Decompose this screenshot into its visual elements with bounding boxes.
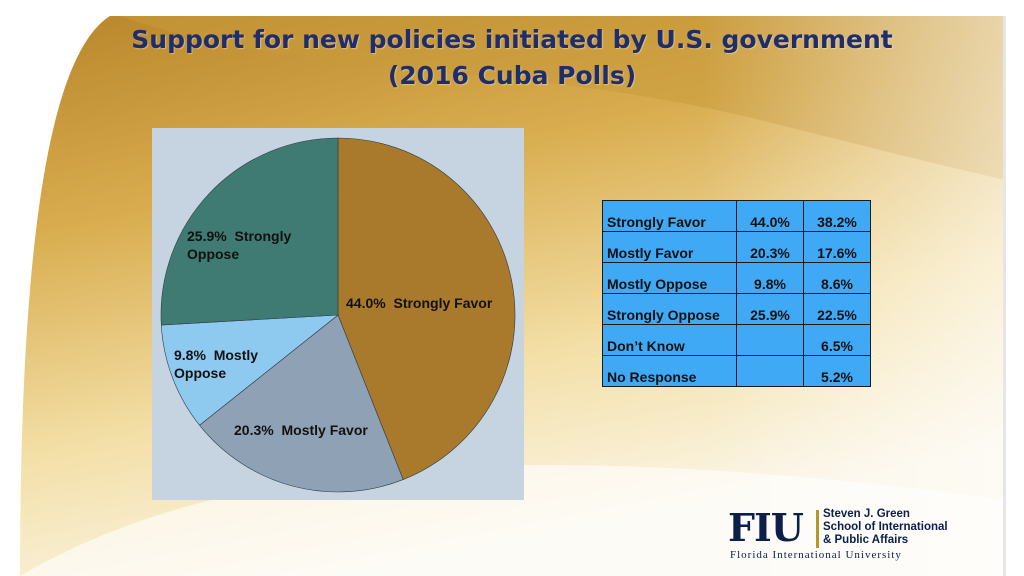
logo-mark: FIU	[728, 505, 804, 550]
row-value-1: 25.9%	[736, 293, 804, 325]
row-value-1: 9.8%	[736, 262, 804, 294]
table-row: Strongly Favor 44.0% 38.2%	[602, 200, 871, 232]
row-value-1	[736, 324, 804, 356]
pie-label-strongly-favor: 44.0% Strongly Favor	[346, 295, 493, 311]
pie-label-mostly-oppose: 9.8% Mostly Oppose	[174, 347, 259, 381]
row-label: Strongly Favor	[602, 200, 737, 232]
table-row: Mostly Oppose 9.8% 8.6%	[602, 262, 871, 294]
pie-slice-strongly-oppose	[160, 137, 339, 326]
row-value-2: 38.2%	[803, 200, 871, 232]
pie-chart	[160, 137, 516, 493]
pie-chart-panel: 44.0% Strongly Favor 20.3% Mostly Favor …	[152, 128, 524, 500]
logo-university-name: Florida International University	[730, 549, 902, 561]
row-value-2: 17.6%	[803, 231, 871, 263]
row-label: No Response	[602, 355, 737, 387]
pie-label-mostly-favor: 20.3% Mostly Favor	[234, 422, 368, 438]
row-label: Don’t Know	[602, 324, 737, 356]
logo-divider	[816, 510, 819, 548]
table-row: No Response 5.2%	[602, 355, 871, 387]
row-value-1	[736, 355, 804, 387]
pie-label-strongly-oppose: 25.9% Strongly Oppose	[187, 228, 292, 262]
results-table: Strongly Favor 44.0% 38.2% Mostly Favor …	[602, 200, 871, 387]
pie-slice-mostly-favor	[199, 314, 404, 493]
table-row: Strongly Oppose 25.9% 22.5%	[602, 293, 871, 325]
row-value-2: 6.5%	[803, 324, 871, 356]
pie-slice-mostly-oppose	[160, 314, 339, 426]
title-line-1: Support for new policies initiated by U.…	[131, 25, 893, 54]
pie-slice-strongly-favor	[337, 137, 516, 480]
logo-school-name: Steven J. Green School of International …	[823, 508, 948, 546]
row-label: Mostly Favor	[602, 231, 737, 263]
row-value-2: 8.6%	[803, 262, 871, 294]
row-value-1: 44.0%	[736, 200, 804, 232]
fiu-logo: FIU Steven J. Green School of Internatio…	[728, 506, 968, 566]
slide-title: Support for new policies initiated by U.…	[0, 22, 1024, 94]
row-value-2: 22.5%	[803, 293, 871, 325]
row-label: Mostly Oppose	[602, 262, 737, 294]
title-line-2: (2016 Cuba Polls)	[387, 61, 637, 90]
table-row: Mostly Favor 20.3% 17.6%	[602, 231, 871, 263]
table-row: Don’t Know 6.5%	[602, 324, 871, 356]
row-value-2: 5.2%	[803, 355, 871, 387]
row-label: Strongly Oppose	[602, 293, 737, 325]
row-value-1: 20.3%	[736, 231, 804, 263]
